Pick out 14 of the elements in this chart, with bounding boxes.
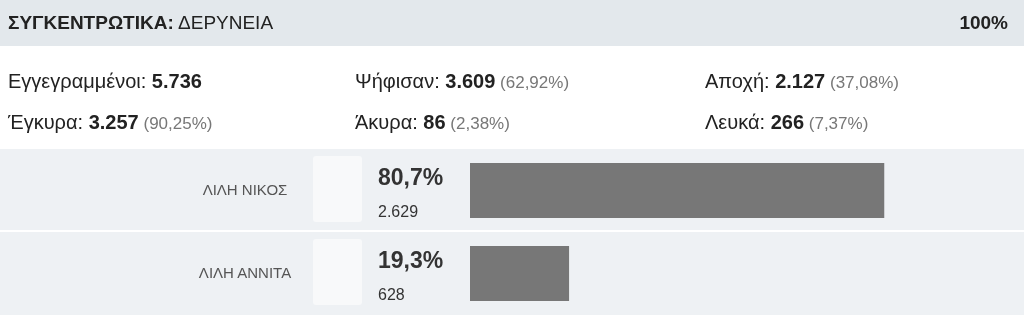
text: Λευκά: 266 (7,37%) [705, 111, 869, 133]
text: Ψήφισαν: 3.609 (62,92%) [355, 70, 570, 92]
y-tick-label: ΛΙΛΗ ΝΙΚΟΣ [202, 180, 288, 198]
text: Άκυρα: 86 (2,38%) [355, 111, 510, 133]
text: 628 [378, 285, 405, 303]
data-label: 19,3% [378, 246, 444, 273]
text: Έγκυρα: 3.257 (90,25%) [8, 111, 213, 133]
y-tick-label: ΛΙΛΗ ΑΝΝΙΤΑ [198, 263, 292, 281]
text: Εγγεγραμμένοι: 5.736 [8, 70, 202, 92]
text: 2.629 [378, 202, 419, 220]
text: 100% [959, 12, 1008, 34]
data-label: 80,7% [378, 163, 444, 190]
text: ΣΥΓΚΕΝΤΡΩΤΙΚΑ: ΔΕΡΥΝΕΙΑ [8, 12, 274, 34]
text: Αποχή: 2.127 (37,08%) [705, 70, 899, 92]
